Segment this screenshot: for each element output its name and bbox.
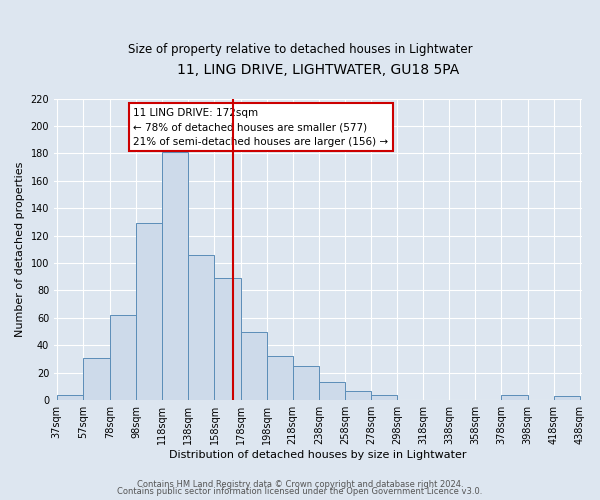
Text: Contains public sector information licensed under the Open Government Licence v3: Contains public sector information licen… [118,488,482,496]
Bar [502,394,527,400]
Text: 11 LING DRIVE: 172sqm
← 78% of detached houses are smaller (577)
21% of semi-det: 11 LING DRIVE: 172sqm ← 78% of detached … [133,108,388,147]
Bar [83,358,110,400]
Bar [319,382,345,400]
Bar [266,356,293,400]
X-axis label: Distribution of detached houses by size in Lightwater: Distribution of detached houses by size … [169,450,467,460]
Bar [345,390,371,400]
Y-axis label: Number of detached properties: Number of detached properties [15,162,25,337]
Bar [371,394,397,400]
Title: 11, LING DRIVE, LIGHTWATER, GU18 5PA: 11, LING DRIVE, LIGHTWATER, GU18 5PA [177,62,459,76]
Bar [110,315,136,400]
Bar [293,366,319,400]
Bar [188,255,214,400]
Bar [56,394,83,400]
Bar [163,152,188,400]
Bar [554,396,580,400]
Bar [241,332,266,400]
Text: Contains HM Land Registry data © Crown copyright and database right 2024.: Contains HM Land Registry data © Crown c… [137,480,463,489]
Text: Size of property relative to detached houses in Lightwater: Size of property relative to detached ho… [128,42,472,56]
Bar [136,224,163,400]
Bar [214,278,241,400]
